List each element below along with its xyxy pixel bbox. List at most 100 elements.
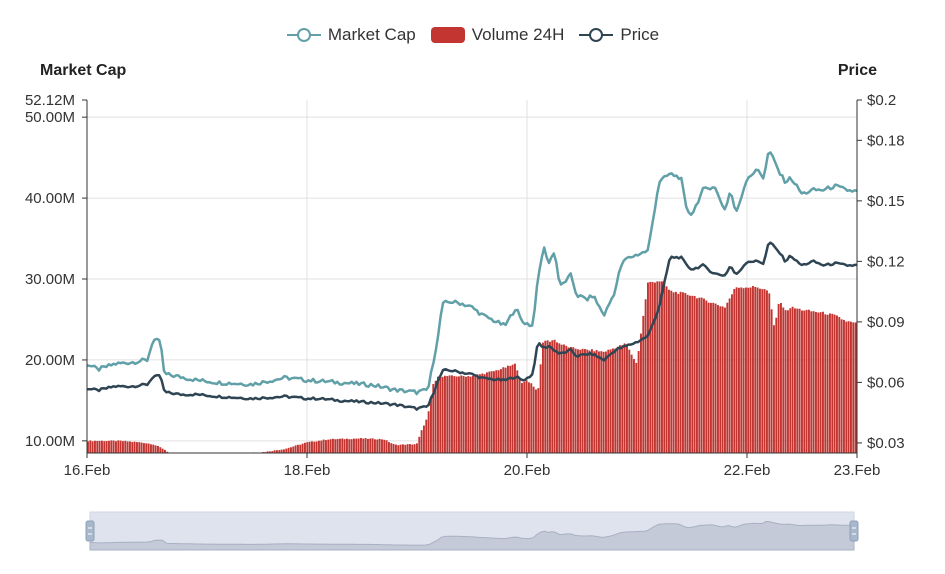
market-cap-series-line[interactable] xyxy=(86,151,858,396)
data-zoom-handle-right[interactable] xyxy=(849,520,859,542)
volume-bar xyxy=(94,440,96,453)
volume-bar xyxy=(747,287,750,453)
price-series-line[interactable] xyxy=(87,241,857,411)
volume-bar xyxy=(635,362,638,453)
volume-bar xyxy=(413,444,416,453)
volume-bar xyxy=(502,367,505,453)
volume-bar xyxy=(763,289,766,453)
volume-bar xyxy=(675,291,677,453)
volume-bar xyxy=(136,442,138,453)
legend-item-price[interactable]: Price xyxy=(578,25,659,45)
volume-bar xyxy=(584,349,586,453)
volume-bar xyxy=(560,344,563,453)
volume-bar xyxy=(719,306,722,453)
volume-bar xyxy=(754,287,757,453)
x-tick-label: 16.Feb xyxy=(64,462,111,479)
volume-bar xyxy=(507,365,509,453)
volume-bar xyxy=(623,343,626,453)
volume-bar xyxy=(290,447,292,453)
volume-bar xyxy=(698,297,701,453)
volume-bar xyxy=(663,281,666,453)
volume-bar xyxy=(285,448,288,453)
volume-bar xyxy=(628,349,631,453)
volume-bar xyxy=(852,322,855,453)
volume-bar xyxy=(376,439,379,453)
volume-bar xyxy=(836,315,838,453)
volume-bar xyxy=(516,370,519,453)
volume-bar xyxy=(843,319,845,453)
volume-bar xyxy=(691,295,694,453)
volume-bar xyxy=(553,339,556,453)
volume-bar xyxy=(703,298,705,453)
volume-bar xyxy=(439,376,442,453)
volume-bar xyxy=(490,371,493,453)
volume-bar xyxy=(325,440,327,453)
y-right-tick-label: $0.15 xyxy=(867,193,905,210)
volume-bar xyxy=(411,444,414,453)
volume-bar xyxy=(476,374,479,453)
volume-bar xyxy=(633,359,635,453)
volume-bar xyxy=(581,348,584,453)
line-circle-icon xyxy=(579,28,614,42)
legend-item-market-cap[interactable]: Market Cap xyxy=(286,25,416,45)
volume-bar xyxy=(425,419,428,453)
volume-bar xyxy=(742,288,745,453)
volume-bar xyxy=(399,444,402,453)
volume-bar xyxy=(707,302,710,453)
volume-bar xyxy=(355,438,358,453)
volume-bar xyxy=(273,450,276,453)
volume-bar xyxy=(346,438,348,453)
volume-bar xyxy=(138,442,141,453)
volume-bar xyxy=(315,441,318,453)
volume-bar xyxy=(418,436,421,453)
volume-bar xyxy=(796,308,799,453)
volume-bar xyxy=(493,371,495,453)
volume-bar xyxy=(481,373,484,453)
volume-bar xyxy=(815,312,817,453)
volume-bar xyxy=(320,440,323,453)
volume-bar xyxy=(593,351,596,453)
volume-bar xyxy=(826,314,829,453)
volume-bar xyxy=(651,282,654,453)
data-zoom-handle-left[interactable] xyxy=(85,520,95,542)
volume-bar xyxy=(605,351,607,453)
volume-bar xyxy=(509,365,512,453)
volume-bar xyxy=(348,439,351,453)
volume-bar xyxy=(721,306,724,453)
legend: Market Cap Volume 24H Price xyxy=(0,22,945,48)
volume-bar xyxy=(474,374,477,453)
x-tick-label: 18.Feb xyxy=(284,462,331,479)
volume-24h-series[interactable] xyxy=(87,281,857,453)
y-right-tick-label: $0.2 xyxy=(867,92,896,109)
axes xyxy=(86,100,858,454)
volume-bar xyxy=(495,370,498,453)
volume-bar xyxy=(668,289,670,453)
volume-bar xyxy=(829,313,831,453)
volume-bar xyxy=(462,376,465,453)
volume-bar xyxy=(117,440,120,453)
volume-bar xyxy=(521,383,523,453)
volume-bar xyxy=(444,375,446,453)
volume-bar xyxy=(131,441,134,453)
volume-bar xyxy=(539,364,542,453)
data-zoom-slider[interactable] xyxy=(85,511,859,551)
volume-bar xyxy=(486,372,488,453)
volume-bar xyxy=(89,440,92,453)
volume-bar xyxy=(614,348,617,453)
volume-bar xyxy=(607,349,610,453)
volume-bar xyxy=(159,447,162,453)
volume-bar xyxy=(91,441,94,453)
volume-bar xyxy=(838,317,841,453)
volume-bar xyxy=(840,319,843,453)
volume-bar xyxy=(798,308,801,453)
legend-item-volume-24h[interactable]: Volume 24H xyxy=(430,25,564,45)
volume-bar xyxy=(110,440,113,453)
volume-bar xyxy=(612,348,614,453)
volume-bar xyxy=(488,371,491,453)
volume-bar xyxy=(164,449,166,453)
volume-bar xyxy=(642,315,645,453)
volume-bar xyxy=(717,305,719,453)
volume-bar xyxy=(647,282,649,453)
volume-bar xyxy=(157,445,159,453)
filled-rect-icon xyxy=(430,27,465,43)
